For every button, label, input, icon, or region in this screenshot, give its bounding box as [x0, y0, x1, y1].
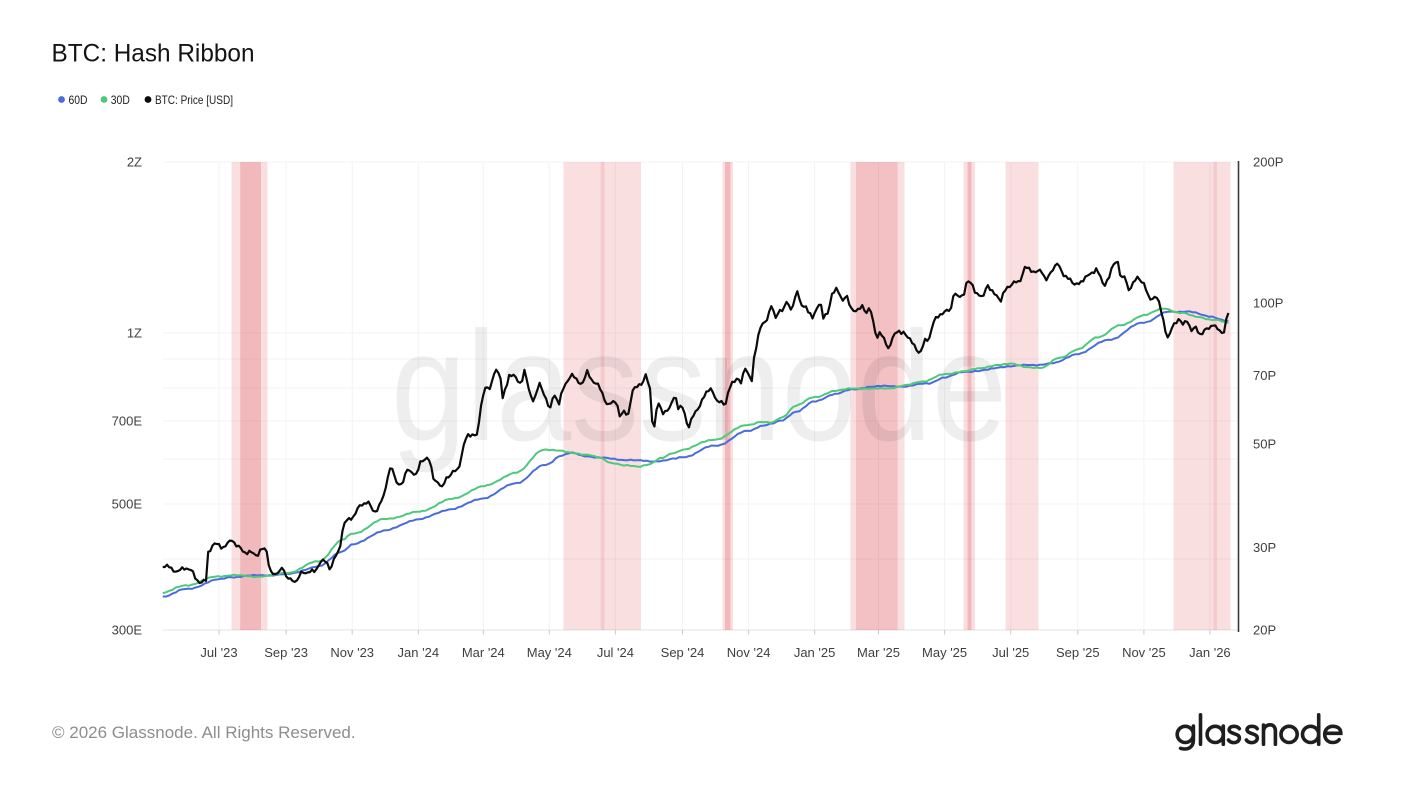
svg-text:Jul '25: Jul '25 — [992, 645, 1029, 660]
svg-text:300E: 300E — [112, 623, 143, 638]
svg-text:Jul '23: Jul '23 — [200, 645, 237, 660]
svg-text:2Z: 2Z — [127, 155, 142, 170]
svg-text:30D: 30D — [111, 93, 130, 107]
svg-text:Jan '25: Jan '25 — [794, 645, 836, 660]
svg-text:50P: 50P — [1253, 436, 1276, 451]
svg-text:Sep '23: Sep '23 — [264, 645, 308, 660]
svg-text:BTC: Price [USD]: BTC: Price [USD] — [155, 93, 233, 107]
svg-text:1Z: 1Z — [127, 326, 142, 341]
svg-text:Nov '23: Nov '23 — [330, 645, 374, 660]
svg-text:700E: 700E — [112, 414, 143, 429]
svg-text:Nov '24: Nov '24 — [727, 645, 771, 660]
svg-text:May '24: May '24 — [527, 645, 572, 660]
svg-text:Sep '24: Sep '24 — [661, 645, 705, 660]
svg-text:500E: 500E — [112, 497, 143, 512]
svg-text:Nov '25: Nov '25 — [1122, 645, 1166, 660]
svg-text:Mar '25: Mar '25 — [857, 645, 900, 660]
svg-text:BTC: Hash Ribbon: BTC: Hash Ribbon — [52, 40, 255, 68]
svg-text:May '25: May '25 — [922, 645, 967, 660]
svg-text:glassnode: glassnode — [391, 300, 1007, 474]
svg-text:Jan '24: Jan '24 — [398, 645, 440, 660]
svg-text:20P: 20P — [1253, 623, 1276, 638]
svg-text:60D: 60D — [69, 93, 88, 107]
svg-text:Mar '24: Mar '24 — [462, 645, 505, 660]
svg-text:© 2026 Glassnode. All Rights R: © 2026 Glassnode. All Rights Reserved. — [52, 723, 356, 742]
svg-text:Jan '26: Jan '26 — [1189, 645, 1231, 660]
svg-text:200P: 200P — [1253, 155, 1283, 170]
svg-text:70P: 70P — [1253, 368, 1276, 383]
svg-text:100P: 100P — [1253, 295, 1283, 310]
svg-text:Jul '24: Jul '24 — [597, 645, 634, 660]
svg-text:Sep '25: Sep '25 — [1056, 645, 1100, 660]
svg-text:30P: 30P — [1253, 540, 1276, 555]
